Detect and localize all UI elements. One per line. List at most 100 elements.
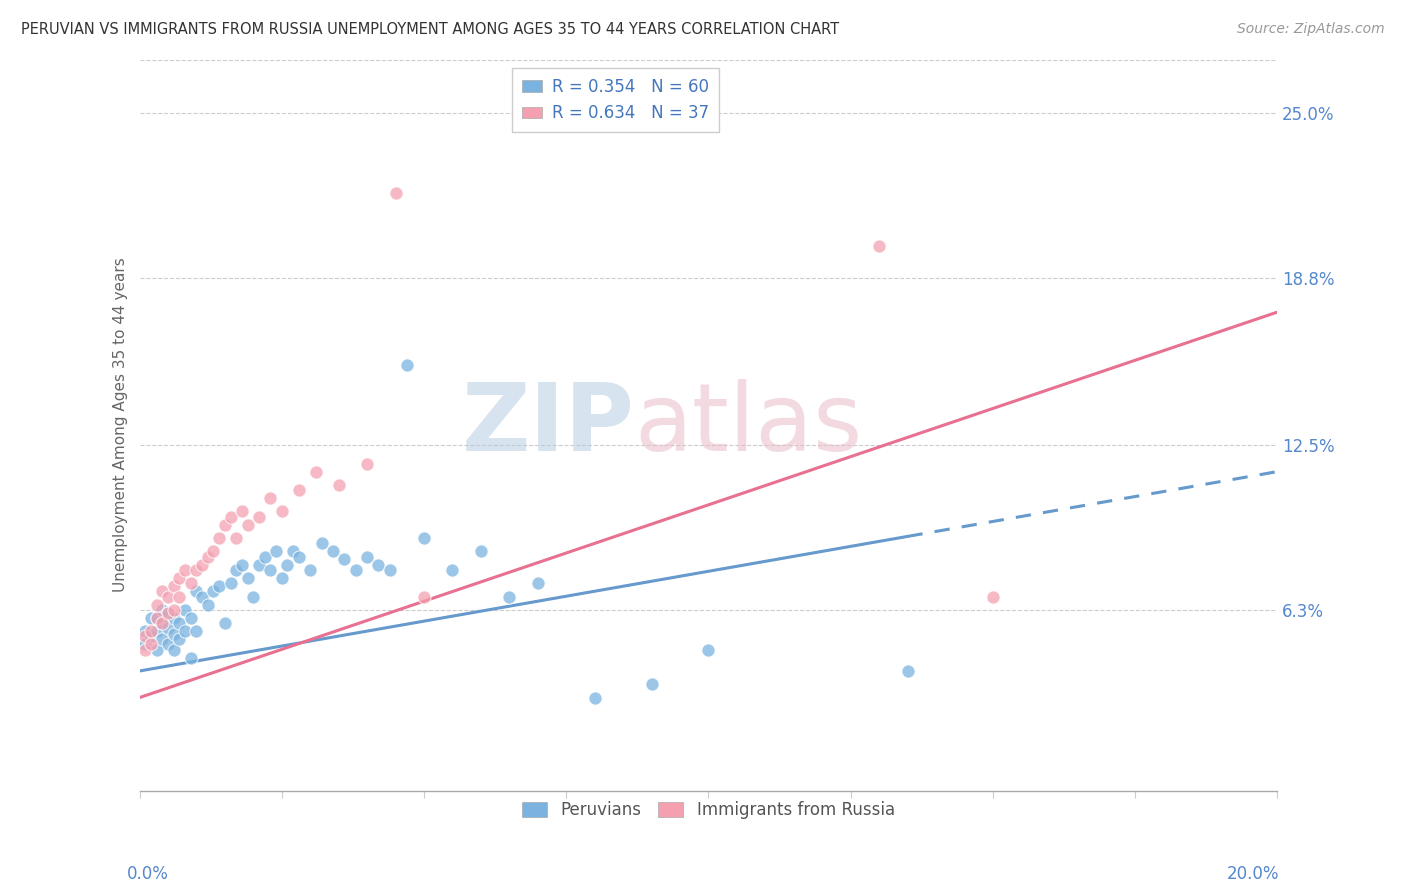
Point xyxy=(395,359,418,373)
Point xyxy=(180,611,202,625)
Point xyxy=(134,642,156,657)
Point xyxy=(253,549,276,564)
Point xyxy=(208,579,231,593)
Point xyxy=(197,598,219,612)
Point xyxy=(413,590,436,604)
Point xyxy=(322,544,344,558)
Text: PERUVIAN VS IMMIGRANTS FROM RUSSIA UNEMPLOYMENT AMONG AGES 35 TO 44 YEARS CORREL: PERUVIAN VS IMMIGRANTS FROM RUSSIA UNEMP… xyxy=(21,22,839,37)
Point xyxy=(134,624,156,639)
Text: Source: ZipAtlas.com: Source: ZipAtlas.com xyxy=(1237,22,1385,37)
Point xyxy=(163,642,186,657)
Point xyxy=(356,549,378,564)
Point xyxy=(470,544,492,558)
Point xyxy=(259,563,281,577)
Point xyxy=(202,544,225,558)
Point xyxy=(378,563,401,577)
Point xyxy=(180,576,202,591)
Point xyxy=(259,491,281,506)
Point xyxy=(333,552,356,566)
Text: ZIP: ZIP xyxy=(461,379,634,471)
Point xyxy=(498,590,520,604)
Point xyxy=(281,544,304,558)
Point xyxy=(163,611,186,625)
Point xyxy=(219,509,242,524)
Point xyxy=(328,478,350,492)
Point xyxy=(384,186,406,200)
Point xyxy=(311,536,333,550)
Point xyxy=(305,465,328,479)
Point xyxy=(139,629,162,643)
Point xyxy=(356,457,378,471)
Point xyxy=(214,517,236,532)
Point xyxy=(134,637,156,651)
Point xyxy=(180,650,202,665)
Point xyxy=(299,563,322,577)
Point xyxy=(174,603,197,617)
Point xyxy=(202,584,225,599)
Point xyxy=(288,549,311,564)
Point xyxy=(344,563,367,577)
Point xyxy=(225,531,247,545)
Text: atlas: atlas xyxy=(634,379,863,471)
Point xyxy=(145,611,167,625)
Point xyxy=(156,590,179,604)
Point xyxy=(150,616,173,631)
Point xyxy=(145,598,167,612)
Point xyxy=(526,576,548,591)
Point xyxy=(640,677,662,691)
Point xyxy=(150,584,173,599)
Point xyxy=(868,238,890,252)
Point xyxy=(145,624,167,639)
Point xyxy=(156,622,179,636)
Point xyxy=(242,590,264,604)
Point xyxy=(186,584,208,599)
Point xyxy=(270,571,292,585)
Point xyxy=(139,637,162,651)
Legend: Peruvians, Immigrants from Russia: Peruvians, Immigrants from Russia xyxy=(516,795,901,826)
Point xyxy=(247,509,270,524)
Point xyxy=(174,624,197,639)
Point xyxy=(174,563,197,577)
Point xyxy=(225,563,247,577)
Point xyxy=(264,544,287,558)
Point xyxy=(163,579,186,593)
Point xyxy=(247,558,270,572)
Point xyxy=(236,517,259,532)
Point xyxy=(169,632,191,646)
Point xyxy=(134,629,156,643)
Point xyxy=(145,611,167,625)
Point xyxy=(197,549,219,564)
Point xyxy=(169,616,191,631)
Point xyxy=(288,483,311,498)
Point xyxy=(156,637,179,651)
Point xyxy=(231,504,253,518)
Point xyxy=(276,558,298,572)
Point xyxy=(139,611,162,625)
Point xyxy=(169,590,191,604)
Point xyxy=(208,531,231,545)
Point xyxy=(367,558,389,572)
Point xyxy=(441,563,464,577)
Point xyxy=(150,632,173,646)
Point xyxy=(236,571,259,585)
Point xyxy=(139,624,162,639)
Point xyxy=(186,563,208,577)
Point xyxy=(583,690,606,705)
Point xyxy=(219,576,242,591)
Point xyxy=(169,571,191,585)
Point xyxy=(413,531,436,545)
Point xyxy=(697,642,720,657)
Point xyxy=(150,616,173,631)
Point xyxy=(145,642,167,657)
Point xyxy=(270,504,292,518)
Point xyxy=(896,664,918,678)
Text: 0.0%: 0.0% xyxy=(127,865,169,883)
Y-axis label: Unemployment Among Ages 35 to 44 years: Unemployment Among Ages 35 to 44 years xyxy=(114,258,128,592)
Point xyxy=(191,590,214,604)
Point xyxy=(981,590,1004,604)
Point xyxy=(191,558,214,572)
Point xyxy=(214,616,236,631)
Point xyxy=(231,558,253,572)
Point xyxy=(163,627,186,641)
Point xyxy=(156,606,179,620)
